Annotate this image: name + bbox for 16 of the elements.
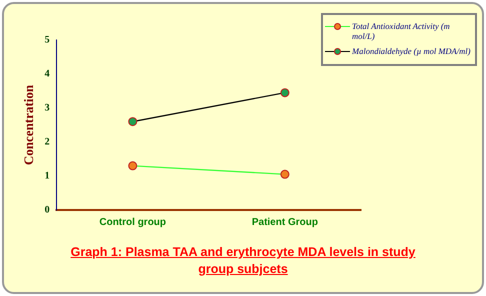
x-tick-label: Control group: [99, 216, 166, 228]
y-axis-title: Concentration: [21, 84, 36, 166]
x-tick-label: Patient Group: [252, 216, 318, 228]
legend-label: Total Antioxidant Activity (m mol/L): [352, 21, 451, 41]
y-tick-label: 4: [44, 68, 50, 80]
point: [128, 117, 138, 126]
y-tick-label: 3: [44, 102, 50, 114]
point: [280, 170, 290, 179]
text: Graph 1: Plasma TAA and erythrocyte MDA levels in study group subjcets: [70, 244, 416, 278]
point: [280, 88, 290, 98]
y-tick-label: 0: [44, 204, 50, 216]
y-tick-label: 5: [44, 34, 50, 46]
y-tick-label: 2: [44, 136, 50, 148]
point: [128, 161, 138, 170]
y-tick-label: 1: [44, 170, 50, 182]
legend-label: Malondialdehyde (µ mol MDA/ml): [352, 46, 470, 56]
